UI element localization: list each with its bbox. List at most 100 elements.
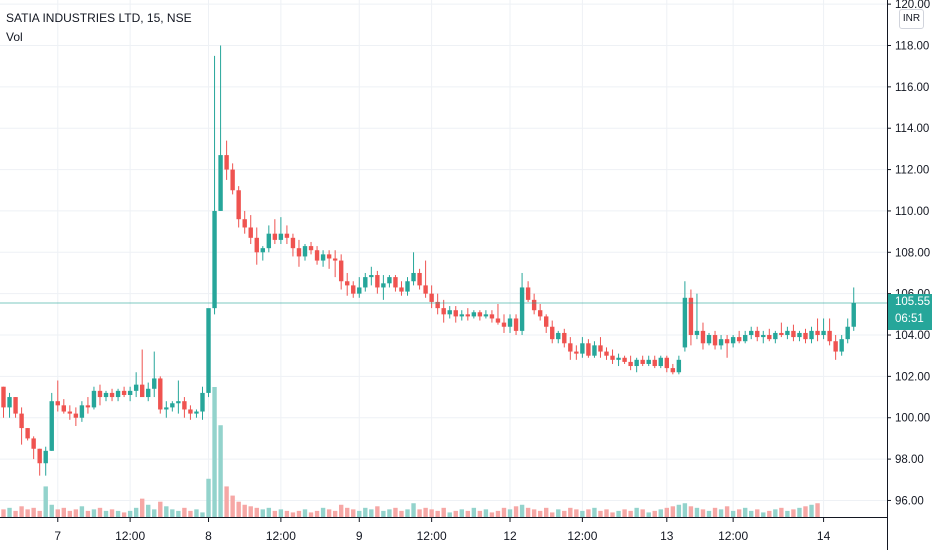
- x-axis-ticks[interactable]: 7 12:00 8 12:00 9 12:00 12 12:00 13 12:00 14: [54, 517, 831, 543]
- candle-body: [586, 343, 591, 356]
- candle: [369, 266, 374, 286]
- candle-body: [158, 378, 163, 410]
- candle: [248, 215, 253, 245]
- candle-body: [176, 401, 181, 404]
- candle: [742, 330, 748, 344]
- candle: [761, 330, 766, 344]
- volume-legend-label[interactable]: Vol: [6, 30, 23, 44]
- candle-body: [742, 335, 748, 342]
- volume-bar: [43, 486, 48, 517]
- volume-bar: [363, 507, 368, 517]
- volume-bar: [188, 510, 193, 517]
- candle-body: [381, 283, 386, 288]
- candle-body: [429, 293, 434, 302]
- candle-body: [338, 260, 344, 282]
- bar-countdown: 06:51: [895, 313, 924, 325]
- candle-body: [115, 390, 121, 398]
- candle: [622, 355, 627, 364]
- candle-body: [19, 413, 24, 429]
- candle-body: [43, 450, 48, 464]
- volume-bar: [236, 501, 241, 517]
- candle: [393, 275, 398, 292]
- candle: [574, 345, 579, 360]
- candle-body: [767, 335, 772, 340]
- candle-body: [604, 351, 609, 356]
- volume-bar: [471, 507, 477, 517]
- volume-bar: [85, 510, 91, 517]
- candle-body: [393, 277, 398, 288]
- candle: [477, 310, 483, 321]
- volume-bar: [598, 510, 603, 517]
- candle: [550, 320, 555, 344]
- volume-bar: [483, 509, 489, 517]
- volume-bar: [544, 507, 549, 517]
- volume-bar: [803, 506, 808, 517]
- volume-bar: [260, 509, 265, 517]
- volume-bar: [338, 504, 344, 517]
- candle: [345, 272, 350, 296]
- candle: [736, 330, 742, 344]
- candle-body: [622, 357, 627, 362]
- candle-body: [664, 357, 669, 369]
- volume-bar: [67, 510, 73, 517]
- volume-bar: [55, 509, 60, 517]
- candle-body: [326, 254, 332, 259]
- candle-body: [13, 397, 18, 414]
- candle: [411, 252, 416, 286]
- volume-bar: [646, 512, 651, 517]
- candle-body: [447, 310, 452, 315]
- candle-body: [296, 248, 302, 257]
- candle-body: [254, 237, 259, 253]
- x-tick-label: 12:00: [718, 529, 748, 543]
- candle-body: [706, 335, 712, 344]
- candle: [399, 281, 404, 296]
- volume-bar: [550, 512, 555, 517]
- candle-body: [851, 302, 856, 327]
- volume-bar: [405, 509, 410, 517]
- volume-bar: [381, 510, 386, 517]
- volume-bar: [767, 510, 772, 517]
- candle: [652, 355, 657, 369]
- candle: [224, 140, 229, 180]
- candle: [302, 244, 308, 261]
- volume-bar: [176, 510, 181, 517]
- volume-bar: [25, 509, 30, 517]
- candle: [290, 233, 296, 257]
- y-axis-ticks[interactable]: 96.0098.00100.00102.00104.00106.00108.00…: [887, 0, 930, 507]
- candle-body: [133, 384, 139, 391]
- candle-body: [206, 308, 211, 393]
- candle: [236, 186, 241, 228]
- volume-bar: [489, 512, 495, 517]
- symbol-title[interactable]: SATIA INDUSTRIES LTD, 15, NSE: [6, 11, 192, 25]
- candle-body: [574, 351, 579, 354]
- candle: [640, 355, 645, 367]
- candle-body: [761, 335, 766, 338]
- candle-body: [387, 277, 392, 284]
- candle: [266, 225, 272, 253]
- candle-body: [749, 330, 754, 336]
- candle-body: [562, 332, 567, 344]
- candle-body: [465, 314, 471, 317]
- volume-bar: [97, 507, 103, 517]
- volume-bar: [290, 512, 296, 517]
- volume-bar: [459, 509, 464, 517]
- volume-bar: [224, 486, 229, 517]
- candle: [483, 310, 489, 319]
- candle: [188, 405, 193, 420]
- candle-body: [423, 285, 428, 294]
- candle-body: [556, 332, 561, 340]
- volume-bar: [393, 507, 398, 517]
- volume-bar: [399, 510, 404, 517]
- candle: [357, 277, 362, 298]
- candle: [821, 318, 826, 340]
- candle: [634, 357, 639, 373]
- candle-body: [513, 318, 519, 331]
- candle-body: [827, 330, 832, 342]
- currency-button[interactable]: INR: [899, 9, 924, 29]
- candle-body: [146, 388, 151, 398]
- x-tick-label: 8: [205, 529, 212, 543]
- volume-bar: [139, 498, 145, 517]
- candle: [206, 308, 211, 398]
- y-tick-label: 118.00: [895, 40, 929, 52]
